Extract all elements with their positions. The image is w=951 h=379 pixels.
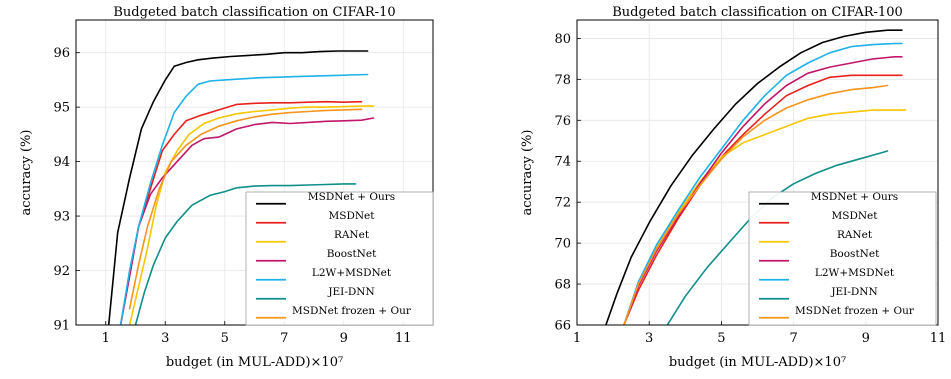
chart-1-y-tick-label: 92 (53, 264, 70, 279)
chart-2-x-tick-label: 5 (717, 331, 725, 346)
chart-2-x-tick-label: 1 (573, 331, 581, 346)
chart-2-y-tick-label: 68 (554, 278, 571, 293)
chart-2-legend-label: RANet (837, 229, 873, 241)
chart-2-y-tick-label: 74 (554, 155, 571, 170)
chart-2-y-tick-label: 76 (554, 114, 571, 129)
chart-1-legend-label: L2W+MSDNet (312, 267, 392, 279)
chart-1-x-tick-label: 7 (280, 331, 288, 346)
chart-2-x-tick-label: 11 (930, 331, 947, 346)
chart-2-x-tick-label: 3 (645, 331, 653, 346)
chart-1-x-tick-label: 5 (221, 331, 229, 346)
chart-2-legend-label: JEI-DNN (830, 286, 877, 298)
chart-1-x-tick-label: 9 (340, 331, 348, 346)
chart-1-legend-label: MSDNet + Ours (308, 191, 395, 203)
chart-2-y-tick-label: 78 (554, 73, 571, 88)
chart-1-x-axis-label: budget (in MUL-ADD)×10⁷ (166, 355, 343, 370)
chart-2-legend: MSDNet + Ours MSDNet RANet BoostNet L2W+MSDN… (749, 191, 936, 325)
chart-1-legend-label: MSDNet frozen + Our (292, 305, 412, 317)
chart-1-x-tick-label: 1 (102, 331, 110, 346)
chart-1-y-tick-label: 95 (53, 101, 70, 116)
chart-1-legend-label: RANet (334, 229, 370, 241)
chart-2-legend-label: MSDNet + Ours (811, 191, 898, 203)
chart-1-y-tick-label: 91 (53, 319, 70, 334)
chart-2-legend-label: L2W+MSDNet (815, 267, 895, 279)
chart-2-legend-label: MSDNet frozen + Our (795, 305, 915, 317)
chart-2-y-tick-label: 66 (554, 319, 571, 334)
chart-1-y-axis-label: accuracy (%) (19, 130, 34, 216)
chart-2-y-tick-label: 72 (554, 196, 571, 211)
chart-1-legend: MSDNet + Ours MSDNet RANet BoostNet L2W+MSDN… (246, 191, 433, 325)
chart-2-title: Budgeted batch classification on CIFAR-1… (612, 5, 903, 20)
chart-1-title: Budgeted batch classification on CIFAR-1… (113, 5, 395, 20)
chart-2-x-tick-label: 7 (789, 331, 797, 346)
chart-2-legend-label: MSDNet (832, 210, 879, 222)
chart-1-legend-label: BoostNet (327, 248, 377, 260)
chart-2-y-tick-label: 80 (554, 32, 571, 47)
chart-2: 1 3 5 7 9 11 66 68 70 72 74 76 78 80 Budgeted batch cl… (520, 5, 946, 370)
chart-2-y-tick-label: 70 (554, 237, 571, 252)
chart-2-legend-label: BoostNet (830, 248, 880, 260)
chart-2-x-tick-label: 9 (862, 331, 870, 346)
chart-1-x-tick-label: 11 (395, 331, 412, 346)
chart-1: 1 3 5 7 9 11 91 92 93 94 95 96 Budgeted batch classi… (19, 5, 433, 370)
chart-1-y-tick-label: 93 (53, 210, 70, 225)
chart-1-x-tick-label: 3 (161, 331, 169, 346)
chart-2-x-axis-label: budget (in MUL-ADD)×10⁷ (669, 355, 846, 370)
chart-1-y-tick-label: 96 (53, 46, 70, 61)
chart-1-y-tick-label: 94 (53, 155, 70, 170)
chart-1-legend-label: JEI-DNN (327, 286, 374, 298)
chart-1-legend-label: MSDNet (329, 210, 376, 222)
chart-2-y-axis-label: accuracy (%) (520, 130, 535, 216)
